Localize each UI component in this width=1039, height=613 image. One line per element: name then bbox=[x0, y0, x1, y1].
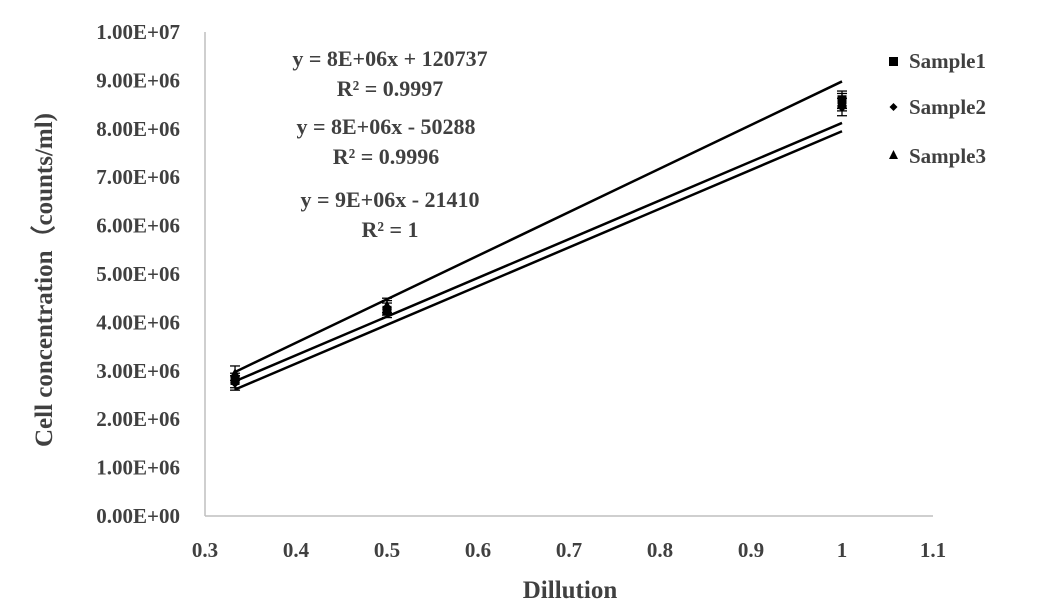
y-tick-label: 1.00E+06 bbox=[96, 456, 180, 480]
x-axis-ticks: 0.3 0.4 0.5 0.6 0.7 0.8 0.9 1 1.1 bbox=[192, 538, 946, 562]
legend-label-sample2: Sample2 bbox=[909, 95, 986, 119]
equation-sample3: y = 9E+06x - 21410 bbox=[300, 187, 479, 212]
y-tick-label: 9.00E+06 bbox=[96, 68, 180, 92]
r2-sample3: R² = 1 bbox=[361, 217, 418, 242]
x-tick-label: 0.7 bbox=[556, 538, 582, 562]
trendline-sample1 bbox=[234, 121, 843, 383]
square-marker-icon bbox=[889, 57, 898, 66]
x-tick-label: 0.6 bbox=[465, 538, 491, 562]
y-tick-label: 1.00E+07 bbox=[96, 20, 180, 44]
y-tick-label: 0.00E+00 bbox=[96, 504, 180, 528]
x-axis-title: Dillution bbox=[523, 577, 618, 604]
r2-sample1: R² = 0.9997 bbox=[337, 76, 444, 101]
x-tick-label: 0.3 bbox=[192, 538, 218, 562]
x-tick-label: 1.1 bbox=[920, 538, 946, 562]
equation-sample1: y = 8E+06x + 120737 bbox=[292, 46, 487, 71]
data-point-sample2 bbox=[230, 377, 241, 388]
equation-sample2: y = 8E+06x - 50288 bbox=[296, 114, 475, 139]
r2-sample2: R² = 0.9996 bbox=[333, 144, 440, 169]
data-points bbox=[230, 95, 847, 388]
y-tick-label: 6.00E+06 bbox=[96, 214, 180, 238]
y-tick-label: 7.00E+06 bbox=[96, 165, 180, 189]
y-tick-label: 3.00E+06 bbox=[96, 359, 180, 383]
y-tick-label: 4.00E+06 bbox=[96, 310, 180, 334]
trendline-sample2 bbox=[234, 130, 843, 391]
x-tick-label: 1 bbox=[837, 538, 848, 562]
data-point-sample3 bbox=[230, 368, 241, 378]
y-axis-title: Cell concentration（counts/ml) bbox=[29, 113, 58, 447]
x-tick-label: 0.9 bbox=[738, 538, 764, 562]
y-tick-label: 8.00E+06 bbox=[96, 117, 180, 141]
legend-label-sample3: Sample3 bbox=[909, 144, 986, 168]
x-tick-label: 0.8 bbox=[647, 538, 673, 562]
diamond-marker-icon bbox=[889, 103, 898, 111]
y-tick-label: 2.00E+06 bbox=[96, 407, 180, 431]
data-point-sample3 bbox=[382, 300, 392, 310]
trendline-sample3 bbox=[234, 80, 843, 374]
data-point-sample3 bbox=[837, 97, 847, 107]
triangle-marker-icon bbox=[889, 150, 898, 159]
plot-area: 0.00E+00 1.00E+06 2.00E+06 3.00E+06 4.00E+06… bbox=[96, 20, 946, 562]
y-axis-ticks: 0.00E+00 1.00E+06 2.00E+06 3.00E+06 4.00E+06… bbox=[96, 20, 180, 528]
trendlines bbox=[234, 80, 843, 391]
trendline-equations: y = 8E+06x + 120737 R² = 0.9997 y = 8E+0… bbox=[292, 46, 487, 242]
legend-label-sample1: Sample1 bbox=[909, 49, 986, 73]
legend: Sample1 Sample2 Sample3 bbox=[889, 49, 986, 168]
x-tick-label: 0.4 bbox=[283, 538, 310, 562]
y-tick-label: 5.00E+06 bbox=[96, 262, 180, 286]
x-tick-label: 0.5 bbox=[374, 538, 400, 562]
